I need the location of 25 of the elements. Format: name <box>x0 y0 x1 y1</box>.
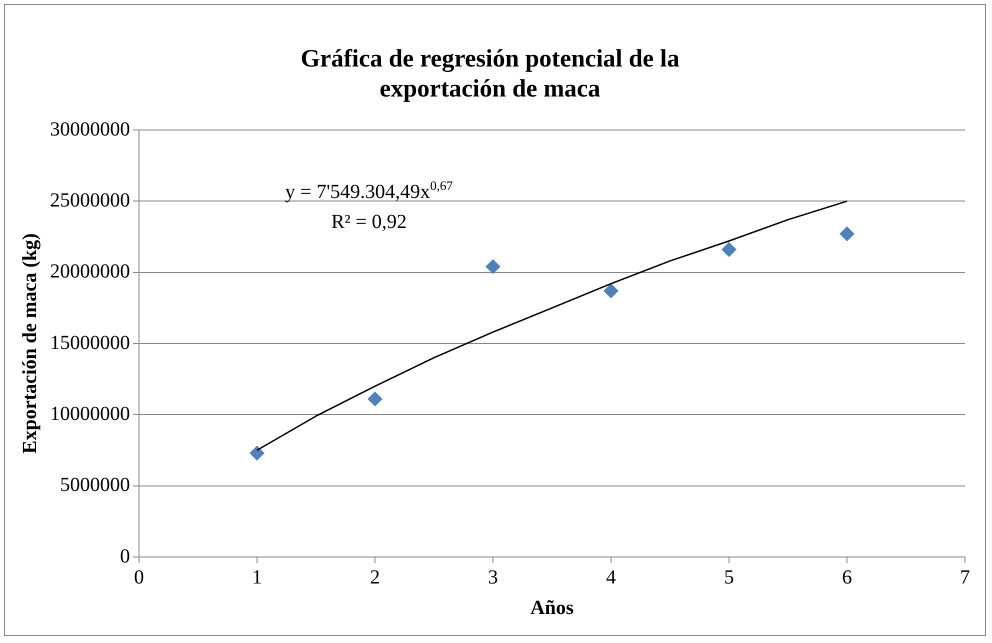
y-tick-label: 10000000 <box>50 402 130 425</box>
y-tick-label: 15000000 <box>50 332 130 354</box>
x-tick-label: 4 <box>606 566 616 588</box>
y-tick-label: 0 <box>120 545 130 568</box>
x-tick-label: 1 <box>252 566 262 588</box>
chart-title: Gráfica de regresión potencial de la exportación de maca <box>300 45 680 102</box>
x-tick-label: 6 <box>842 566 852 588</box>
y-tick-label: 5000000 <box>60 474 130 496</box>
point <box>486 259 500 274</box>
y-tick-label: 30000000 <box>50 118 130 140</box>
y-tick-label: 20000000 <box>50 260 130 283</box>
x-tick-label: 0 <box>134 566 144 588</box>
point <box>840 226 854 242</box>
x-axis-title: Años <box>530 597 574 620</box>
y-axis-title: Exportación de maca (kg) <box>19 233 42 454</box>
x-tick-label: 3 <box>488 566 498 588</box>
point <box>368 392 382 407</box>
x-tick-label: 2 <box>370 566 380 588</box>
x-tick-label: 5 <box>724 566 734 588</box>
y-tick-label: 25000000 <box>50 189 130 212</box>
annotation: R² = 0,92 <box>331 211 407 233</box>
x-tick-label: 7 <box>960 566 970 588</box>
point <box>250 446 264 461</box>
point <box>722 242 736 258</box>
point <box>604 283 618 298</box>
